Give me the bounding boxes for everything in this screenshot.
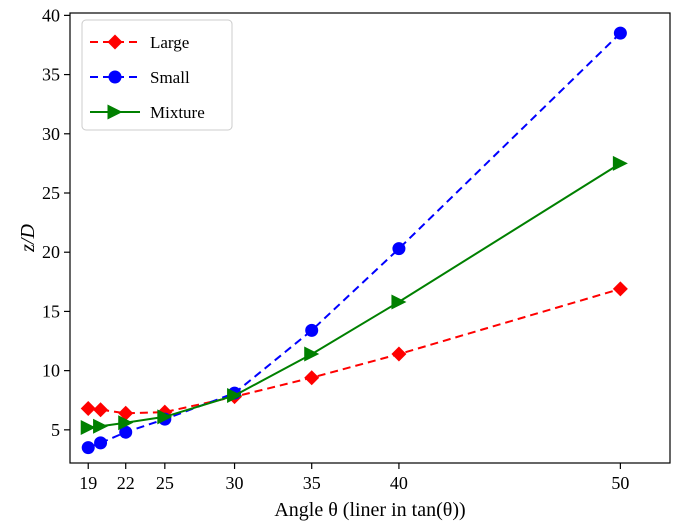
- data-point-large: [93, 402, 109, 418]
- x-axis: 19 22 25 30 35 40 50: [79, 463, 629, 493]
- y-tick-label: 10: [42, 361, 60, 381]
- data-point-small: [119, 425, 133, 439]
- x-tick-label: 50: [611, 473, 629, 493]
- data-point-large: [118, 405, 134, 421]
- legend-label-large: Large: [150, 33, 189, 52]
- legend-marker-mixture: [107, 104, 123, 120]
- x-tick-label: 35: [303, 473, 321, 493]
- legend-box: [81, 19, 233, 131]
- data-point-mixture: [80, 419, 96, 435]
- data-point-large: [612, 281, 628, 297]
- data-point-mixture: [612, 155, 628, 171]
- data-point-small: [613, 26, 627, 40]
- y-tick-label: 30: [42, 124, 60, 144]
- data-point-small: [305, 323, 319, 337]
- data-point-small: [392, 242, 406, 256]
- y-tick-label: 15: [42, 301, 60, 321]
- x-tick-label: 22: [117, 473, 135, 493]
- legend-label-small: Small: [150, 68, 190, 87]
- legend-label-mixture: Mixture: [150, 103, 205, 122]
- data-point-mixture: [157, 409, 173, 425]
- y-tick-label: 35: [42, 65, 60, 85]
- data-point-mixture: [304, 346, 320, 362]
- data-point-large: [80, 401, 96, 417]
- y-axis: 5 10 15 20 25 30 35 40: [42, 5, 70, 440]
- x-axis-label: Angle θ (liner in tan(θ)): [274, 499, 465, 521]
- data-point-mixture: [93, 418, 109, 434]
- data-point-small: [94, 436, 108, 450]
- x-tick-label: 25: [156, 473, 174, 493]
- y-tick-label: 20: [42, 242, 60, 262]
- y-tick-label: 5: [51, 420, 60, 440]
- legend: Large Small Mixture: [81, 19, 233, 131]
- legend-marker-large: [107, 34, 123, 50]
- y-tick-label: 25: [42, 183, 60, 203]
- x-tick-label: 19: [79, 473, 97, 493]
- data-point-large: [304, 370, 320, 386]
- legend-marker-small: [108, 70, 122, 84]
- x-tick-label: 30: [226, 473, 244, 493]
- data-point-mixture: [391, 294, 407, 310]
- data-point-mixture: [118, 415, 134, 431]
- y-axis-label: z/D: [17, 224, 39, 253]
- data-point-large: [391, 346, 407, 362]
- data-point-small: [81, 441, 95, 455]
- y-tick-label: 40: [42, 5, 60, 25]
- data-point-mixture: [227, 388, 243, 403]
- series-layer: [80, 26, 628, 455]
- x-tick-label: 40: [390, 473, 408, 493]
